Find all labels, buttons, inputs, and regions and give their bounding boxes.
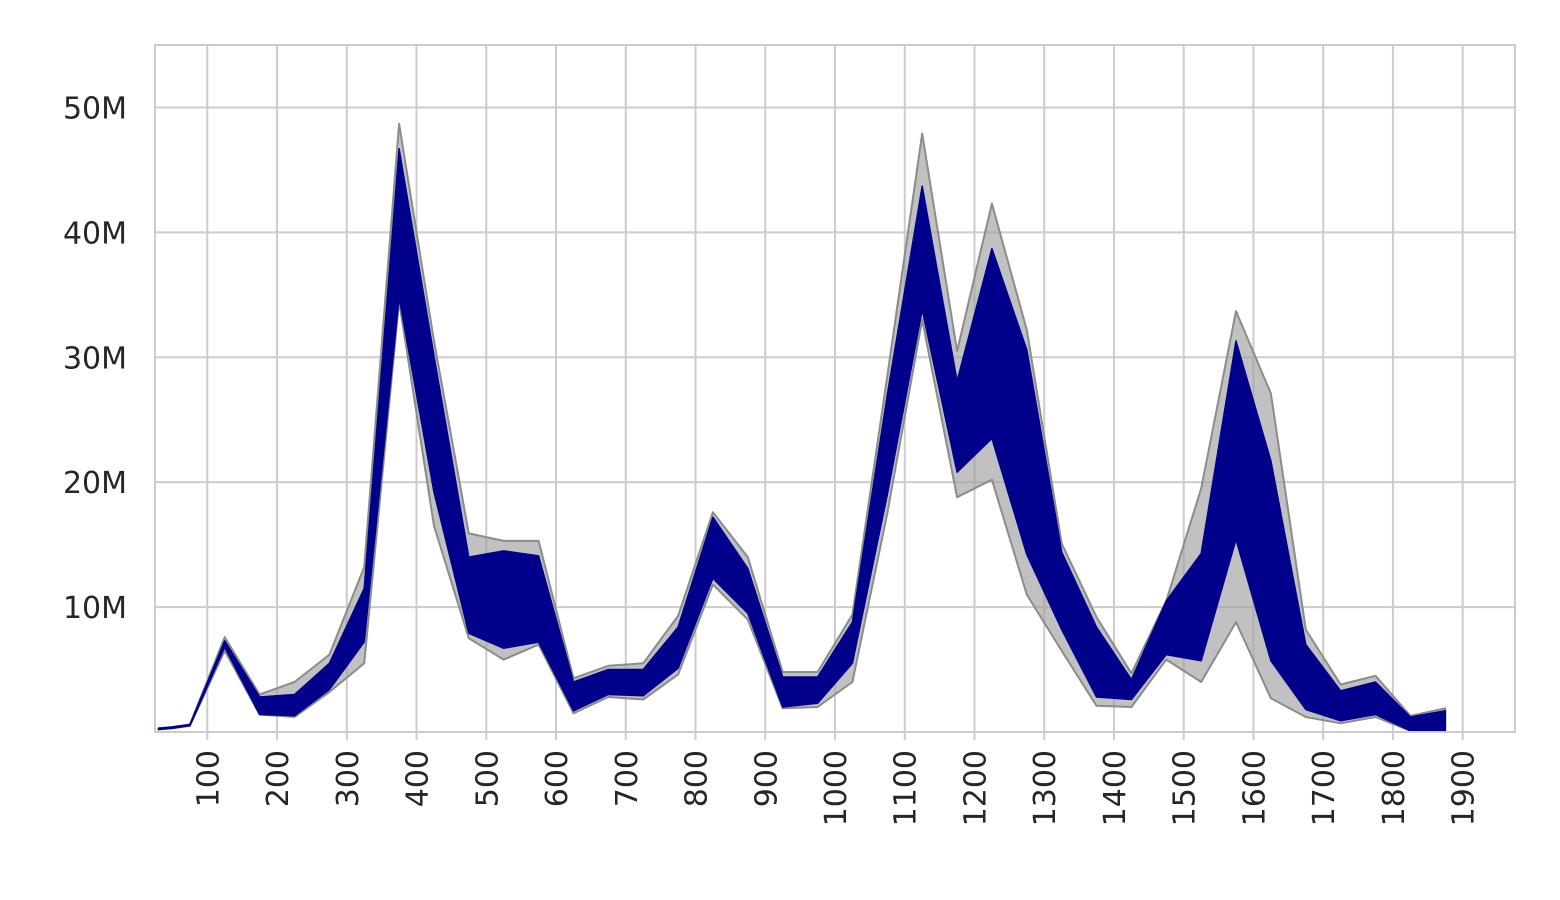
x-tick-label: 1000 <box>819 750 854 826</box>
inner-band-area <box>157 147 1447 732</box>
grid <box>155 45 1515 732</box>
x-tick-label: 500 <box>470 750 505 807</box>
x-tick-label: 200 <box>261 750 296 807</box>
x-tick-label: 1300 <box>1028 750 1063 826</box>
x-tick-label: 100 <box>191 750 226 807</box>
x-tick-label: 900 <box>749 750 784 807</box>
x-tick-label: 700 <box>610 750 645 807</box>
y-tick-label: 40M <box>63 216 127 251</box>
x-tick-label: 600 <box>540 750 575 807</box>
x-tick-label: 1800 <box>1377 750 1412 826</box>
bands <box>157 122 1447 732</box>
x-tick-label: 1200 <box>959 750 994 826</box>
x-tick-label: 1100 <box>889 750 924 826</box>
y-tick-label: 10M <box>63 591 127 626</box>
y-axis-ticks: 10M 20M 30M 40M 50M <box>63 92 127 627</box>
x-tick-label: 1900 <box>1447 750 1482 826</box>
x-tick-label: 300 <box>331 750 366 807</box>
x-tick-label: 800 <box>680 750 715 807</box>
y-tick-label: 50M <box>63 92 127 127</box>
x-tick-label: 1700 <box>1307 750 1342 826</box>
x-axis-ticks: 100 200 300 400 500 600 700 800 900 1000 1100 1200 1… <box>191 732 1482 826</box>
y-tick-label: 20M <box>63 466 127 501</box>
y-tick-label: 30M <box>63 341 127 376</box>
x-tick-label: 400 <box>401 750 436 807</box>
x-tick-label: 1500 <box>1168 750 1203 826</box>
x-tick-label: 1600 <box>1238 750 1273 826</box>
x-tick-label: 1400 <box>1098 750 1133 826</box>
